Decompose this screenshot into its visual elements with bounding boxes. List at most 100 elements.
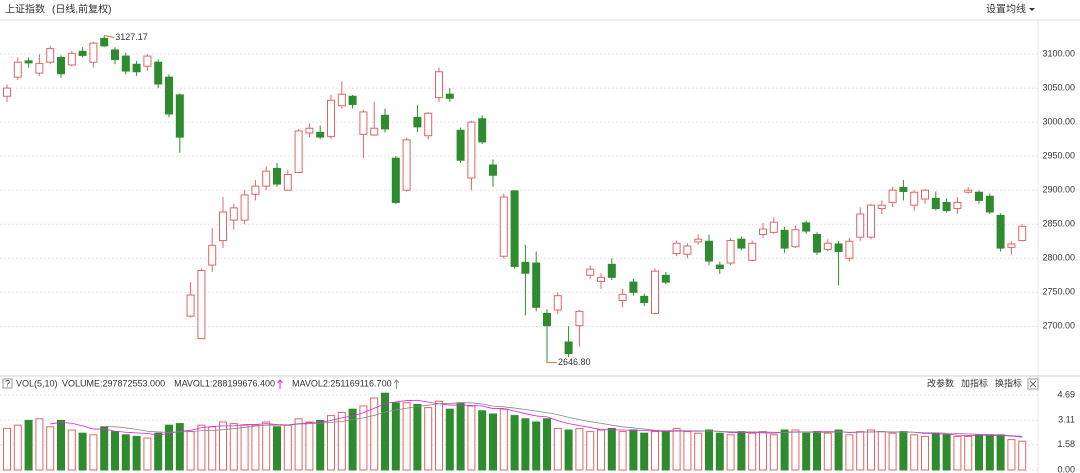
volume-bar (683, 431, 692, 471)
volume-bar (586, 431, 595, 471)
volume-bar (132, 435, 141, 471)
volume-bar (489, 413, 497, 471)
candle-body (586, 268, 595, 276)
volume-bar (456, 402, 465, 471)
candle-body (802, 222, 811, 232)
candle-body (823, 242, 832, 250)
candle-body (294, 130, 303, 173)
candle-body (672, 242, 681, 255)
subtitle: (日线,前复权) (52, 3, 111, 16)
legend-arrow (393, 379, 400, 389)
candle-body (640, 295, 649, 304)
volume-bar (726, 434, 735, 471)
indicator-title: VOL(5,10) (16, 378, 58, 388)
candle-body (456, 129, 465, 161)
volume-bar (618, 431, 627, 471)
dropdown-caret[interactable] (1029, 8, 1035, 11)
candle-body (240, 194, 249, 221)
candle-body (1007, 243, 1016, 248)
volume-bar (283, 424, 292, 471)
volume-bar (219, 421, 227, 471)
title: 上证指数 (5, 3, 45, 16)
y-tick-label: 0.00 (1057, 464, 1075, 473)
volume-bar (964, 435, 973, 471)
candle-body (1018, 225, 1027, 242)
volume-bar (445, 408, 454, 471)
volume-bar (813, 431, 821, 471)
y-tick-label: 2850.00 (1042, 219, 1075, 229)
candle-body (337, 93, 346, 107)
candle-body (143, 55, 152, 67)
candle-body (888, 189, 897, 203)
volume-bar (154, 432, 163, 471)
candle-body (186, 294, 195, 317)
volume-bar (78, 432, 87, 471)
candle-body (402, 139, 411, 191)
volume-bar (899, 431, 908, 471)
candle-body (100, 37, 109, 47)
candle-body (942, 201, 951, 212)
candle-body (780, 229, 789, 249)
candle-body (705, 240, 713, 262)
candle-body (359, 111, 368, 135)
volume-bar (791, 429, 800, 471)
volume-bar (834, 429, 843, 471)
legend-arrow (277, 379, 283, 389)
candle-body (910, 191, 919, 206)
close-icon[interactable] (1027, 378, 1039, 390)
candle-body (327, 99, 335, 137)
help-icon-mark: ? (5, 378, 10, 388)
volume-bar (294, 418, 303, 471)
volume-bar (597, 429, 605, 471)
y-tick-label: 3000.00 (1042, 116, 1075, 126)
volume-bar (532, 421, 541, 471)
y-tick-label: 3100.00 (1042, 48, 1075, 58)
candle-body (262, 170, 271, 187)
volume-bar (240, 424, 249, 471)
candle-body (521, 261, 530, 274)
y-tick-label: 2700.00 (1042, 321, 1075, 331)
help-icon[interactable] (2, 378, 13, 389)
candle-body (532, 262, 541, 308)
toolbar-button[interactable]: 加指标 (961, 377, 988, 388)
y-tick-label: 4.69 (1057, 389, 1075, 399)
ma-settings-button[interactable]: 设置均线 (986, 3, 1026, 16)
volume-bar (305, 421, 314, 471)
candle-body (229, 207, 238, 221)
candle-body (24, 60, 33, 64)
volume-bar (46, 426, 55, 471)
volume-bar (316, 419, 325, 471)
candle-body (759, 228, 767, 235)
volume-bar (845, 434, 854, 471)
candle-body (899, 186, 908, 193)
toolbar-button[interactable]: 改参数 (927, 377, 954, 388)
volume-bar (543, 418, 551, 471)
volume-bar (208, 426, 217, 471)
volume-bar (640, 432, 649, 471)
candle-body (769, 221, 778, 233)
volume-bar (370, 397, 379, 471)
candle-body (975, 191, 983, 201)
candle-body (510, 190, 519, 267)
candle-body (78, 50, 87, 56)
y-tick-label: 2950.00 (1042, 151, 1075, 161)
volume-bar (35, 418, 44, 471)
candle-body (564, 341, 573, 355)
candle-body (316, 131, 325, 138)
y-tick-label: 2900.00 (1042, 185, 1075, 195)
toolbar-button[interactable]: 换指标 (995, 377, 1022, 388)
volume-bar (327, 415, 335, 471)
ma-line (104, 402, 1023, 437)
volume-bar (672, 427, 681, 471)
volume-bar (348, 408, 357, 471)
candle-body (856, 213, 865, 238)
candle-body (845, 240, 854, 259)
volume-bar (337, 411, 346, 471)
close-icon-mark (1029, 380, 1037, 388)
candle-body (67, 52, 76, 66)
candle-body (3, 87, 11, 97)
volume-bar (823, 432, 832, 471)
volume-bar (802, 432, 811, 471)
candle-body (931, 197, 940, 210)
